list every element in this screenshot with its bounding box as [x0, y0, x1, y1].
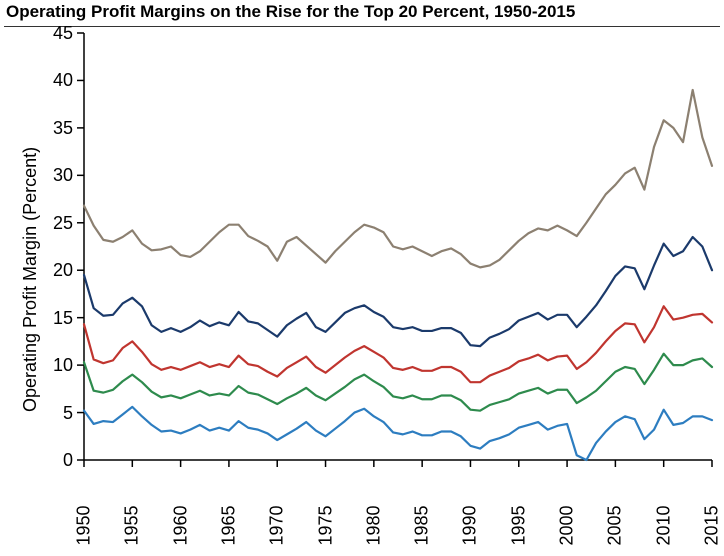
x-tick-label: 2015 [702, 506, 723, 556]
x-tick-label: 1965 [218, 506, 239, 556]
y-tick-label: 0 [63, 450, 73, 471]
y-tick-label: 40 [53, 70, 73, 91]
series-p0 [84, 407, 712, 460]
x-tick-label: 1975 [315, 506, 336, 556]
y-tick-label: 15 [53, 308, 73, 329]
profit-margin-chart: Operating Profit Margins on the Rise for… [0, 0, 724, 532]
x-tick-label: 1960 [170, 506, 191, 556]
y-tick-label: 25 [53, 213, 73, 234]
x-tick-label: 2010 [653, 506, 674, 556]
series-p80 [84, 90, 712, 267]
y-tick-label: 30 [53, 165, 73, 186]
x-tick-label: 1995 [508, 506, 529, 556]
x-tick-label: 1985 [412, 506, 433, 556]
y-axis-label: Operating Profit Margin (Percent) [20, 146, 41, 411]
plot-area [84, 33, 712, 460]
chart-title: Operating Profit Margins on the Rise for… [6, 2, 575, 22]
y-tick-label: 20 [53, 260, 73, 281]
x-tick-label: 2005 [605, 506, 626, 556]
chart-svg [84, 33, 712, 460]
x-tick-label: 1970 [267, 506, 288, 556]
y-tick-label: 35 [53, 118, 73, 139]
title-rule [4, 26, 720, 27]
x-tick-label: 2000 [557, 506, 578, 556]
y-tick-label: 10 [53, 355, 73, 376]
series-p20 [84, 354, 712, 411]
x-tick-label: 1980 [363, 506, 384, 556]
y-tick-label: 5 [63, 403, 73, 424]
x-tick-label: 1950 [74, 506, 95, 556]
y-tick-label: 45 [53, 23, 73, 44]
x-tick-label: 1955 [122, 506, 143, 556]
x-tick-label: 1990 [460, 506, 481, 556]
